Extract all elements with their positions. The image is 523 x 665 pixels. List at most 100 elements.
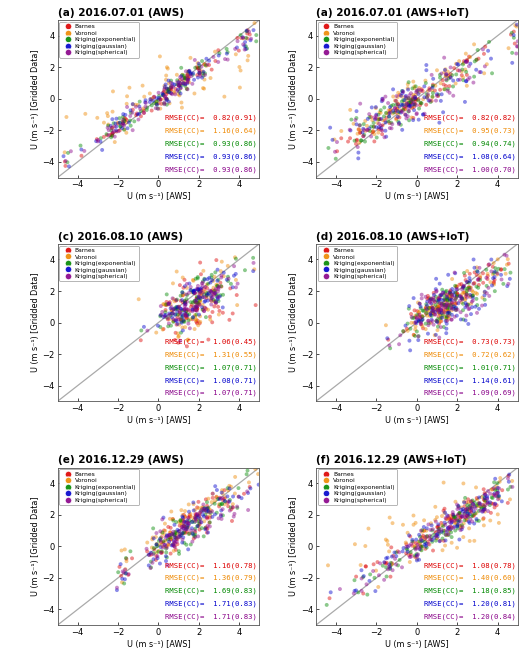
Point [473,269,481,280]
Point [201,504,209,515]
Point [493,488,501,499]
Point [220,271,228,281]
Point [434,305,442,315]
Point [208,506,217,517]
Text: RMSE(CC)=  1.09(0.69): RMSE(CC)= 1.09(0.69) [424,390,516,396]
Point [385,561,393,571]
Point [453,289,461,300]
Point [369,126,377,136]
Point [369,559,378,570]
Point [160,93,168,104]
Point [172,84,180,94]
X-axis label: U (m s⁻¹) [AWS]: U (m s⁻¹) [AWS] [385,640,449,648]
Point [175,80,184,90]
Point [191,532,199,543]
Point [185,278,194,289]
Point [398,124,406,135]
Point [149,95,157,106]
Point [183,290,191,301]
Point [434,522,442,533]
Point [435,527,443,537]
Point [172,327,180,338]
Point [454,59,462,70]
Point [464,282,473,293]
Point [444,311,452,321]
Point [98,144,106,155]
Point [396,120,405,130]
Point [427,317,435,328]
Point [431,300,440,311]
Point [469,295,477,306]
Point [393,546,402,557]
Point [419,531,427,541]
Point [415,555,423,565]
Point [472,508,481,519]
Point [376,558,384,569]
Point [173,69,181,80]
Point [190,305,199,316]
Point [239,39,247,50]
Point [401,104,410,115]
Point [435,117,444,128]
Point [490,267,498,278]
Point [157,547,166,558]
Point [444,295,452,305]
Point [186,305,195,316]
Point [185,305,193,315]
Point [188,313,197,323]
Point [372,565,380,576]
Point [405,550,413,561]
Point [373,118,382,128]
Point [164,63,172,74]
Point [160,310,168,321]
Point [176,335,185,346]
Point [407,317,415,328]
Point [169,317,177,327]
Point [223,497,232,508]
Point [504,484,512,495]
Point [421,537,429,547]
Point [165,529,173,540]
Point [444,300,452,311]
Point [386,105,394,116]
Point [93,134,101,144]
Point [179,515,187,526]
Point [181,78,190,89]
Point [447,291,455,301]
Point [116,118,124,128]
Point [220,267,228,278]
Point [423,296,431,307]
Point [436,315,445,325]
Point [262,10,270,21]
Point [362,579,371,590]
Point [192,515,200,525]
Point [451,303,460,314]
Point [194,273,202,284]
Point [504,497,512,508]
Point [419,109,427,120]
Point [377,120,385,131]
Point [176,74,184,85]
Point [410,330,418,340]
Point [480,503,488,514]
Point [212,291,221,301]
Point [175,526,183,537]
Point [441,295,449,305]
Point [162,74,170,85]
Point [214,309,223,320]
Point [207,505,215,516]
Point [388,123,396,134]
Point [460,281,468,291]
Point [214,301,222,312]
Point [191,296,199,307]
Point [169,278,177,289]
Point [487,507,495,518]
Point [520,473,523,484]
Point [414,315,423,325]
Point [183,305,191,315]
Point [202,293,211,303]
Point [416,531,424,542]
Point [168,308,177,319]
Point [445,529,453,540]
Point [232,269,240,279]
